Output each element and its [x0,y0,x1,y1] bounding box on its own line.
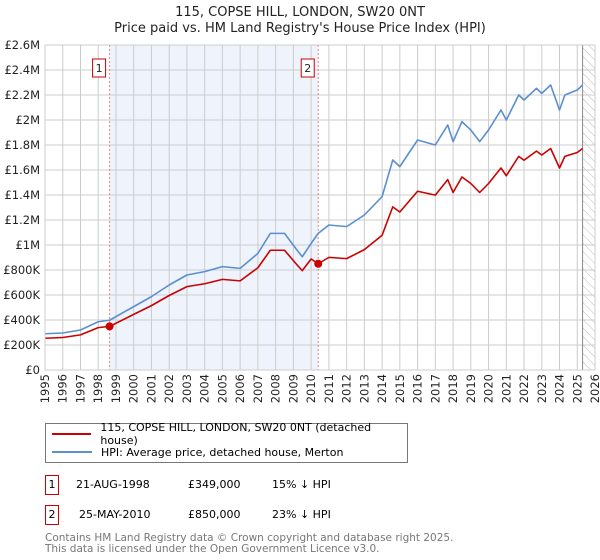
legend-item-property: 115, COPSE HILL, LONDON, SW20 0NT (detac… [46,421,407,447]
x-tick-label: 2019 [464,374,478,403]
x-tick-label: 2018 [446,374,460,403]
property-price-line [44,147,584,340]
sale-hpi-diff: 15% ↓ HPI [272,478,331,491]
y-tick-label: £1M [15,238,40,252]
legend-label: 115, COPSE HILL, LONDON, SW20 0NT (detac… [100,421,372,447]
x-tick-label: 2010 [304,374,318,403]
sale-price: £349,000 [188,478,241,491]
x-tick-label: 2017 [428,374,442,403]
chart-title: 115, COPSE HILL, LONDON, SW20 0NT [175,5,425,20]
plot-area: 1995 1996 1997 1998 1999 2000 2001 2002 2003 2004… [3,38,600,403]
x-tick-label: 1998 [91,374,105,403]
x-tick-label: 2012 [340,374,354,403]
sale-marker-label: 1 [45,475,59,495]
footer-line-2: This data is licensed under the Open Gov… [45,543,380,555]
x-tick-label: 1999 [109,374,123,403]
y-tick-label: £1.2M [4,213,40,227]
sale-label: 1 [96,62,103,75]
x-tick-label: 1996 [56,374,70,403]
y-tick-label: £1.8M [4,138,40,152]
sale-date: 21-AUG-1998 [76,478,150,491]
y-tick-label: £2.4M [4,63,40,77]
sale-point [105,322,114,331]
sale-price: £850,000 [188,508,241,521]
x-tick-label: 2003 [180,374,194,403]
sale-label: 2 [304,62,311,75]
x-tick-label: 2013 [357,374,371,403]
y-tick-label: £1.6M [4,163,40,177]
y-tick-label: £400K [3,313,40,327]
x-tick-label: 2000 [127,374,141,403]
y-tick-label: £800K [3,263,40,277]
x-tick-label: 2001 [144,374,158,403]
sale-label-box [92,58,107,78]
sale-period-shading [109,45,319,370]
sale-date: 25-MAY-2010 [79,508,151,521]
x-tick-label: 2004 [198,374,212,403]
x-tick-label: 2009 [286,374,300,403]
legend-label: HPI: Average price, detached house, Mert… [101,445,344,459]
y-tick-label: £2.2M [4,88,40,102]
legend: 115, COPSE HILL, LONDON, SW20 0NT (detac… [45,421,408,463]
x-tick-label: 1997 [73,374,87,403]
x-tick-label: 2007 [251,374,265,403]
legend-item-hpi: HPI: Average price, detached house, Mert… [46,443,343,461]
y-tick-label: £1.4M [4,188,40,202]
x-tick-label: 2016 [411,374,425,403]
y-tick-label: £2.6M [4,38,40,52]
chart-subtitle: Price paid vs. HM Land Registry's House … [114,21,486,36]
x-tick-label: 2025 [570,374,584,403]
plot-border [44,44,596,371]
x-tick-label: 2026 [588,374,600,403]
footer-line-1: Contains HM Land Registry data © Crown c… [45,532,454,544]
x-tick-label: 2006 [233,374,247,403]
x-tick-label: 2002 [162,374,176,403]
legend-swatch-red [52,433,92,435]
hpi-line [44,84,584,335]
x-tick-label: 2011 [322,374,336,403]
x-tick-label: 2021 [499,374,513,403]
y-tick-label: £0 [25,363,40,377]
x-tick-label: 2020 [482,374,496,403]
x-tick-label: 2015 [393,374,407,403]
future-hatch [582,45,595,370]
x-tick-label: 2024 [553,374,567,403]
x-tick-label: 2008 [269,374,283,403]
y-tick-label: £200K [3,338,40,352]
x-tick-label: 2014 [375,374,389,403]
sale-hpi-diff: 23% ↓ HPI [272,508,331,521]
x-tick-label: 2005 [215,374,229,403]
x-tick-label: 2023 [535,374,549,403]
sale-label-box [300,58,315,78]
y-tick-label: £600K [3,288,40,302]
x-tick-label: 2022 [517,374,531,403]
sale-point [314,259,323,268]
x-tick-label: 1995 [38,374,52,403]
footer: Contains HM Land Registry data © Crown c… [45,533,453,555]
legend-swatch-blue [52,451,92,453]
sale-marker-label: 2 [45,505,59,525]
y-tick-label: £2M [15,113,40,127]
